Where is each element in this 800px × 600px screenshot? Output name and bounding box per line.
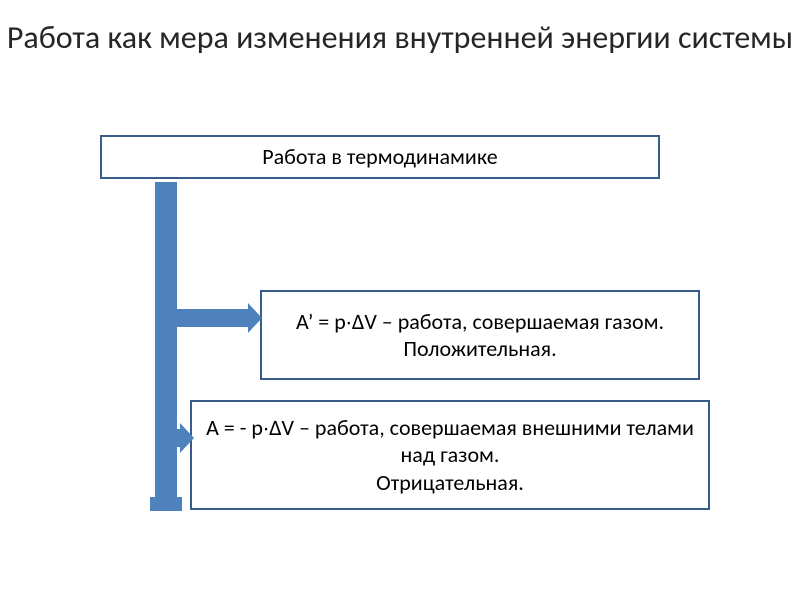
box-header-text: Работа в термодинамике [262, 143, 497, 171]
arrow-branch1-head-icon [248, 303, 262, 333]
box-ext-line1: A = - р∙∆V – работа, совершаемая внешним… [202, 414, 698, 469]
box-external-work: A = - р∙∆V – работа, совершаемая внешним… [190, 400, 710, 510]
arrow-trunk-cap-icon [150, 497, 182, 511]
box-ext-content: A = - р∙∆V – работа, совершаемая внешним… [202, 414, 698, 497]
box-header: Работа в термодинамике [100, 135, 660, 179]
box-gas-content: A’ = р∙∆V – работа, совершаемая газом. П… [296, 308, 664, 363]
slide: Работа как мера изменения внутренней эне… [0, 0, 800, 600]
box-gas-line2: Положительная. [296, 335, 664, 363]
arrow-trunk-icon [155, 182, 177, 497]
box-gas-work: A’ = р∙∆V – работа, совершаемая газом. П… [260, 290, 700, 380]
box-ext-line2: Отрицательная. [202, 469, 698, 497]
arrow-branch2-head-icon [180, 423, 194, 453]
arrow-branch1-stem-icon [177, 309, 248, 327]
box-gas-line1: A’ = р∙∆V – работа, совершаемая газом. [296, 308, 664, 336]
page-title: Работа как мера изменения внутренней эне… [0, 18, 800, 57]
